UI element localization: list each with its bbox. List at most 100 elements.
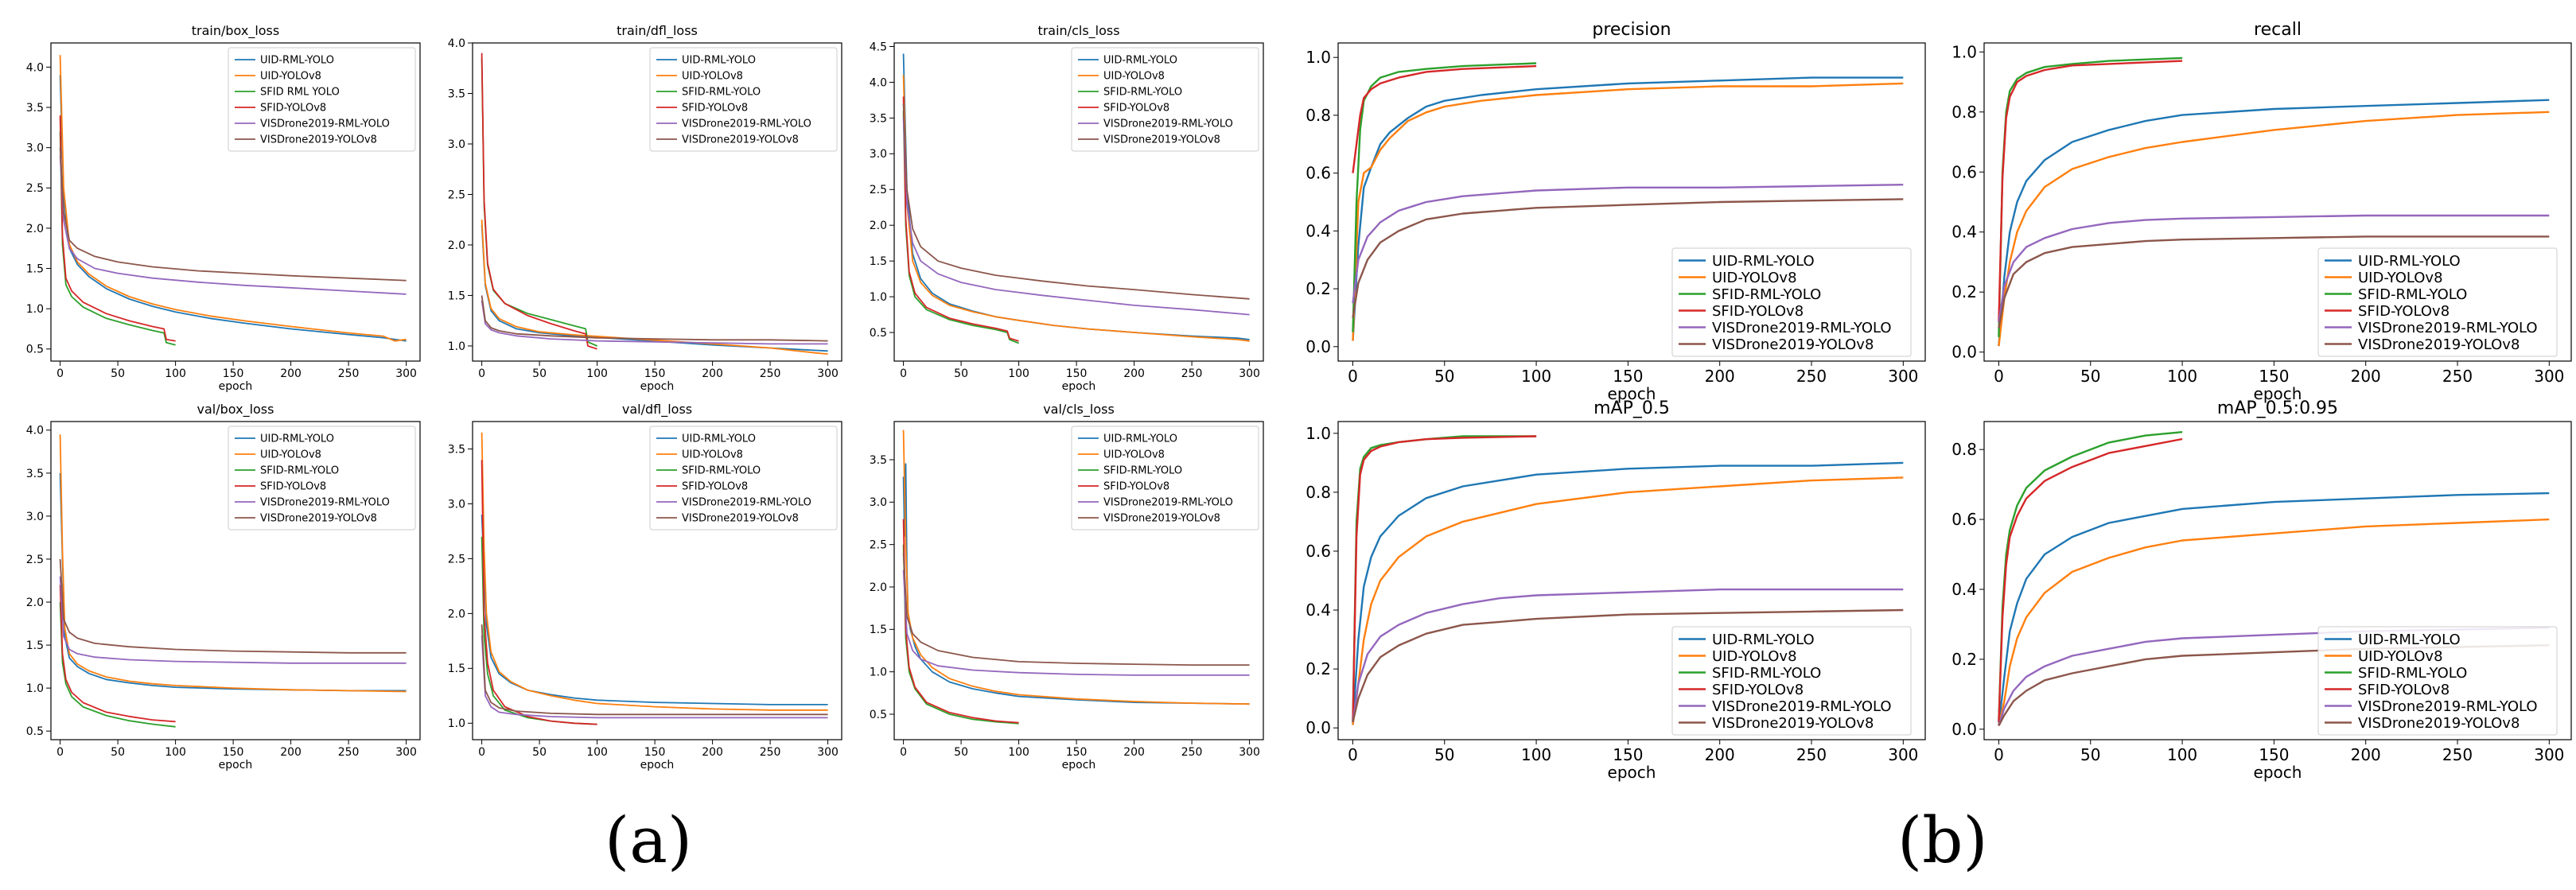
legend-entry: UID-RML-YOLO bbox=[2358, 632, 2461, 648]
y-tick-label: 1.5 bbox=[448, 663, 465, 675]
series-line-VISDrone2019-YOLOv8 bbox=[1998, 235, 2550, 328]
legend: UID-RML-YOLOUID-YOLOv8SFID-RML-YOLOSFID-… bbox=[1671, 626, 1912, 736]
plot-frame bbox=[472, 421, 842, 740]
series-line-SFID-YOLOv8 bbox=[59, 585, 176, 723]
x-tick-label: 200 bbox=[1123, 367, 1145, 380]
y-tick-label: 0.0 bbox=[1951, 720, 1977, 739]
x-tick-label: 50 bbox=[1434, 745, 1454, 764]
series-line-UID-RML-YOLO bbox=[59, 75, 407, 342]
y-tick-label: 2.5 bbox=[870, 539, 887, 552]
y-tick-label: 4.0 bbox=[26, 425, 44, 437]
y-tick-label: 2.0 bbox=[870, 581, 887, 594]
x-tick-label: 300 bbox=[1239, 367, 1260, 380]
x-tick-label: 100 bbox=[1008, 367, 1029, 380]
chart-title: train/cls_loss bbox=[1037, 23, 1119, 39]
subplot-9: mAP_0.5 0 50 100 150 200 250 300 epoch 0.0 0.2 0.4 0… bbox=[1306, 398, 1926, 782]
legend-entry: VISDrone2019-RML-YOLO bbox=[260, 119, 390, 130]
subplot-10: mAP_0.5:0.95 0 50 100 150 200 250 300 epoch 0.0 0.… bbox=[1951, 398, 2572, 782]
legend-entry: VISDrone2019-YOLOv8 bbox=[682, 513, 799, 525]
legend-entry: SFID-RML-YOLO bbox=[682, 87, 761, 99]
legend-entry: SFID RML YOLO bbox=[260, 87, 340, 99]
series-line-UID-RML-YOLO bbox=[481, 224, 828, 352]
y-tick-label: 3.5 bbox=[448, 443, 465, 456]
y-tick-label: 2.5 bbox=[448, 188, 465, 201]
x-tick-label: 50 bbox=[111, 367, 125, 380]
legend-box bbox=[228, 47, 416, 152]
legend: UID-RML-YOLOUID-YOLOv8SFID-RML-YOLOSFID-… bbox=[649, 426, 838, 531]
legend-entry: VISDrone2019-RML-YOLO bbox=[682, 119, 811, 130]
x-axis-label: epoch bbox=[219, 759, 253, 771]
y-tick-label: 1.0 bbox=[870, 291, 887, 304]
subplot-7: val/dfl_loss 0 50 100 150 200 250 300 epoch 1.0 1.… bbox=[448, 402, 842, 771]
series-line-SFID-RML-YOLO bbox=[902, 544, 1019, 725]
legend-entry: UID-YOLOv8 bbox=[1103, 71, 1165, 83]
x-tick-label: 0 bbox=[478, 746, 485, 759]
legend-box bbox=[2317, 626, 2558, 736]
legend-box bbox=[2317, 247, 2558, 357]
legend-entry: UID-RML-YOLO bbox=[260, 55, 334, 67]
legend-box bbox=[228, 426, 416, 531]
y-tick-label: 0.6 bbox=[1306, 542, 1331, 561]
series-line-SFID-RML-YOLO bbox=[1352, 62, 1537, 332]
series-line-VISDrone2019-YOLOv8 bbox=[481, 295, 828, 342]
legend-entry: SFID-YOLOv8 bbox=[2358, 682, 2450, 698]
y-tick-label: 4.0 bbox=[26, 61, 44, 74]
series-line-UID-YOLOv8 bbox=[1998, 111, 2550, 347]
x-tick-label: 200 bbox=[1123, 746, 1145, 759]
legend-entry: VISDrone2019-YOLOv8 bbox=[1712, 715, 1874, 732]
chart-title: mAP_0.5 bbox=[1593, 398, 1670, 418]
legend-entry: SFID-YOLOv8 bbox=[682, 103, 748, 115]
y-tick-label: 0.8 bbox=[1306, 106, 1331, 125]
x-tick-label: 150 bbox=[2259, 745, 2289, 764]
series-line-VISDrone2019-YOLOv8 bbox=[1352, 608, 1904, 723]
x-tick-label: 200 bbox=[1705, 745, 1735, 764]
legend-entry: SFID-YOLOv8 bbox=[260, 481, 326, 493]
series-line-VISDrone2019-RML-YOLO bbox=[59, 576, 407, 664]
y-tick-label: 0.5 bbox=[26, 344, 44, 356]
legend-entry: VISDrone2019-YOLOv8 bbox=[1103, 513, 1220, 525]
series-line-VISDrone2019-YOLOv8 bbox=[59, 558, 407, 654]
series-line-UID-RML-YOLO bbox=[1998, 492, 2550, 726]
y-tick-label: 2.5 bbox=[26, 554, 44, 566]
series-line-SFID-RML-YOLO bbox=[481, 536, 597, 725]
x-tick-label: 150 bbox=[2259, 367, 2289, 386]
x-tick-label: 0 bbox=[56, 746, 64, 759]
series-line-SFID-RML-YOLO bbox=[59, 601, 176, 728]
y-tick-label: 0.8 bbox=[1306, 483, 1331, 502]
x-axis-label: epoch bbox=[1062, 380, 1096, 393]
series-line-VISDrone2019-RML-YOLO bbox=[1352, 184, 1904, 304]
legend-entry: SFID-RML-YOLO bbox=[2358, 286, 2467, 303]
x-tick-label: 150 bbox=[1066, 746, 1088, 759]
series-line-VISDrone2019-RML-YOLO bbox=[1352, 588, 1904, 722]
plot-frame bbox=[472, 42, 842, 362]
chart-title: val/cls_loss bbox=[1043, 402, 1115, 418]
y-tick-label: 1.0 bbox=[1306, 424, 1331, 443]
x-tick-label: 100 bbox=[2167, 367, 2197, 386]
legend-entry: UID-YOLOv8 bbox=[1712, 648, 1797, 665]
x-axis-label: epoch bbox=[2254, 384, 2302, 403]
legend-entry: VISDrone2019-RML-YOLO bbox=[1712, 320, 1892, 336]
x-tick-label: 250 bbox=[338, 746, 360, 759]
x-tick-label: 100 bbox=[586, 367, 608, 380]
legend-entry: VISDrone2019-YOLOv8 bbox=[2358, 336, 2520, 353]
series-line-SFID-RML-YOLO bbox=[1998, 431, 2183, 723]
x-tick-label: 100 bbox=[2167, 745, 2197, 764]
y-tick-label: 0.6 bbox=[1306, 164, 1331, 183]
series-line-SFID-RML-YOLO bbox=[59, 131, 176, 346]
series-line-SFID-YOLOv8 bbox=[902, 96, 1019, 342]
legend-entry: SFID-YOLOv8 bbox=[2358, 303, 2450, 320]
plot-frame bbox=[1337, 42, 1926, 362]
x-tick-label: 100 bbox=[165, 746, 186, 759]
y-tick-label: 0.4 bbox=[1951, 580, 1977, 599]
plot-frame bbox=[893, 42, 1264, 362]
y-tick-label: 2.0 bbox=[26, 597, 44, 609]
x-tick-label: 200 bbox=[1705, 367, 1735, 386]
x-tick-label: 0 bbox=[1994, 745, 2004, 764]
y-tick-label: 0.2 bbox=[1951, 650, 1977, 669]
x-tick-label: 100 bbox=[586, 746, 608, 759]
y-tick-label: 0.0 bbox=[1306, 337, 1331, 356]
y-tick-label: 1.0 bbox=[26, 303, 44, 316]
x-axis-label: epoch bbox=[2254, 763, 2302, 782]
series-line-SFID-YOLOv8 bbox=[481, 52, 597, 350]
legend-entry: SFID-RML-YOLO bbox=[1103, 465, 1182, 477]
